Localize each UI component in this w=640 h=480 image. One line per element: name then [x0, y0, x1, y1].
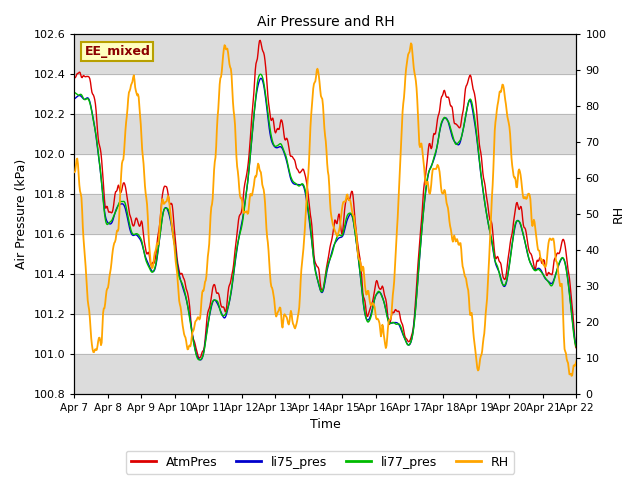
Title: Air Pressure and RH: Air Pressure and RH [257, 15, 394, 29]
Y-axis label: Air Pressure (kPa): Air Pressure (kPa) [15, 159, 28, 269]
Bar [74, 354, 577, 394]
Text: EE_mixed: EE_mixed [84, 45, 150, 58]
Bar [74, 274, 577, 314]
Bar [74, 35, 577, 74]
Bar [74, 114, 577, 154]
Legend: AtmPres, li75_pres, li77_pres, RH: AtmPres, li75_pres, li77_pres, RH [125, 451, 515, 474]
Y-axis label: RH: RH [612, 205, 625, 223]
Bar [74, 194, 577, 234]
X-axis label: Time: Time [310, 419, 341, 432]
